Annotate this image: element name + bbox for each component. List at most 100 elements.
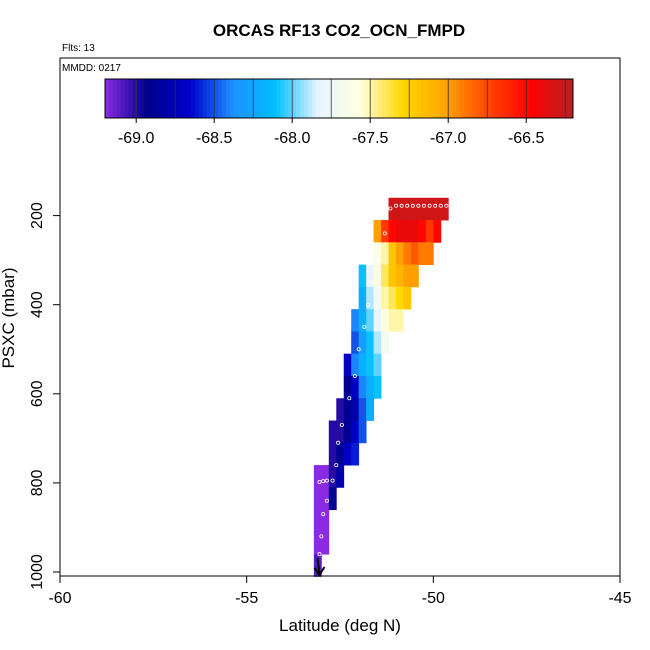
heatmap-cell: [388, 286, 397, 310]
heatmap-cell: [351, 309, 360, 332]
colorbar-tick-label: -69.0: [118, 130, 155, 147]
colorbar-tick-label: -66.5: [508, 130, 545, 147]
colorbar-segment: [413, 79, 418, 118]
colorbar-segment: [124, 79, 129, 118]
track-point: [410, 203, 415, 208]
heatmap-cell: [373, 264, 382, 288]
colorbar-segment: [428, 79, 434, 118]
colorbar-segment: [545, 79, 551, 118]
heatmap-cell: [366, 264, 374, 288]
colorbar-segment: [463, 79, 469, 118]
colorbar-segment: [327, 79, 332, 118]
y-tick-label: 600: [29, 380, 46, 407]
heatmap-cell: [418, 197, 427, 221]
heatmap-cell: [343, 442, 352, 466]
track-point: [324, 498, 329, 503]
heatmap-cell: [425, 197, 434, 221]
heatmap-cell: [373, 353, 382, 377]
x-tick-label: -55: [235, 590, 258, 607]
colorbar-segment: [194, 79, 200, 118]
heatmap-cell: [343, 420, 352, 444]
track-point: [416, 203, 421, 208]
date-note: MMDD: 0217: [62, 63, 121, 74]
track-point: [317, 552, 322, 557]
heatmap-cell: [388, 264, 397, 288]
colorbar-segment: [420, 79, 426, 118]
colorbar-segment: [561, 79, 566, 118]
heatmap-cell: [366, 353, 374, 377]
colorbar-segment: [549, 79, 554, 118]
plot-frame: [59, 57, 621, 577]
heatmap-cell: [433, 197, 442, 221]
heatmap-cell: [366, 286, 374, 310]
track-point: [388, 206, 393, 211]
colorbar-segment: [311, 79, 317, 118]
colorbar-segment: [147, 79, 153, 118]
heatmap-cell: [321, 465, 330, 488]
colorbar-segment: [381, 79, 387, 118]
colorbar-segment: [354, 79, 359, 118]
heatmap-cell: [433, 220, 442, 243]
heatmap-cell: [366, 398, 374, 421]
track-point: [382, 231, 387, 236]
track-point: [444, 203, 449, 208]
track-point: [339, 422, 344, 427]
colorbar-segment: [346, 79, 352, 118]
heatmap-cell: [418, 220, 427, 243]
colorbar-segment: [186, 79, 192, 118]
heatmap-cell: [358, 420, 367, 444]
colorbar-segment: [362, 79, 367, 118]
colorbar-segment: [452, 79, 457, 118]
heatmap-cell: [418, 242, 427, 266]
heatmap-cell: [358, 398, 367, 421]
heatmap-cell: [343, 375, 352, 399]
x-tick-label: -60: [48, 590, 71, 607]
colorbar-segment: [350, 79, 356, 118]
colorbar-segment: [136, 79, 141, 118]
heatmap-cell: [313, 509, 322, 533]
track-point: [352, 373, 357, 378]
heatmap-cell: [396, 242, 404, 266]
colorbar-segment: [144, 79, 149, 118]
heatmap-cell: [396, 264, 404, 288]
heatmap-cell: [388, 242, 397, 266]
colorbar-segment: [374, 79, 379, 118]
colorbar-segment: [502, 79, 508, 118]
heatmap-cell: [351, 331, 360, 355]
heatmap-cell: [381, 264, 389, 288]
heatmap-cell: [343, 353, 352, 377]
colorbar-segment: [378, 79, 383, 118]
colorbar-segment: [510, 79, 515, 118]
heatmap-cell: [410, 220, 419, 243]
heatmap-cell: [328, 442, 337, 466]
heatmap-cell: [321, 509, 330, 533]
colorbar-segment: [331, 79, 336, 118]
heatmap-cell: [373, 220, 382, 243]
colorbar-segment: [557, 79, 562, 118]
colorbar-segment: [518, 79, 523, 118]
colorbar-segment: [397, 79, 402, 118]
y-axis-label: PSXC (mbar): [0, 267, 18, 368]
heatmap-cell: [440, 197, 449, 221]
colorbar-segment: [432, 79, 437, 118]
heatmap-cell: [373, 309, 382, 332]
heatmap-cell: [358, 353, 367, 377]
colorbar-segment: [459, 79, 465, 118]
colorbar-segment: [436, 79, 441, 118]
track-point: [317, 480, 322, 485]
colorbar-segment: [276, 79, 281, 118]
flights-note: Flts: 13: [62, 43, 95, 54]
heatmap-cell: [388, 197, 397, 221]
colorbar-segment: [534, 79, 539, 118]
heatmap-cell: [351, 375, 360, 399]
heatmap-cell: [403, 286, 412, 310]
heatmap-cell: [366, 309, 374, 332]
colorbar-segment: [479, 79, 484, 118]
heatmap-cell: [336, 420, 345, 444]
heatmap-cell: [358, 375, 367, 399]
track-point: [375, 258, 380, 263]
colorbar-segment: [159, 79, 164, 118]
colorbar-segment: [315, 79, 320, 118]
colorbar-segment: [541, 79, 547, 118]
y-axis: 200 400 600 800 1000: [29, 202, 60, 590]
